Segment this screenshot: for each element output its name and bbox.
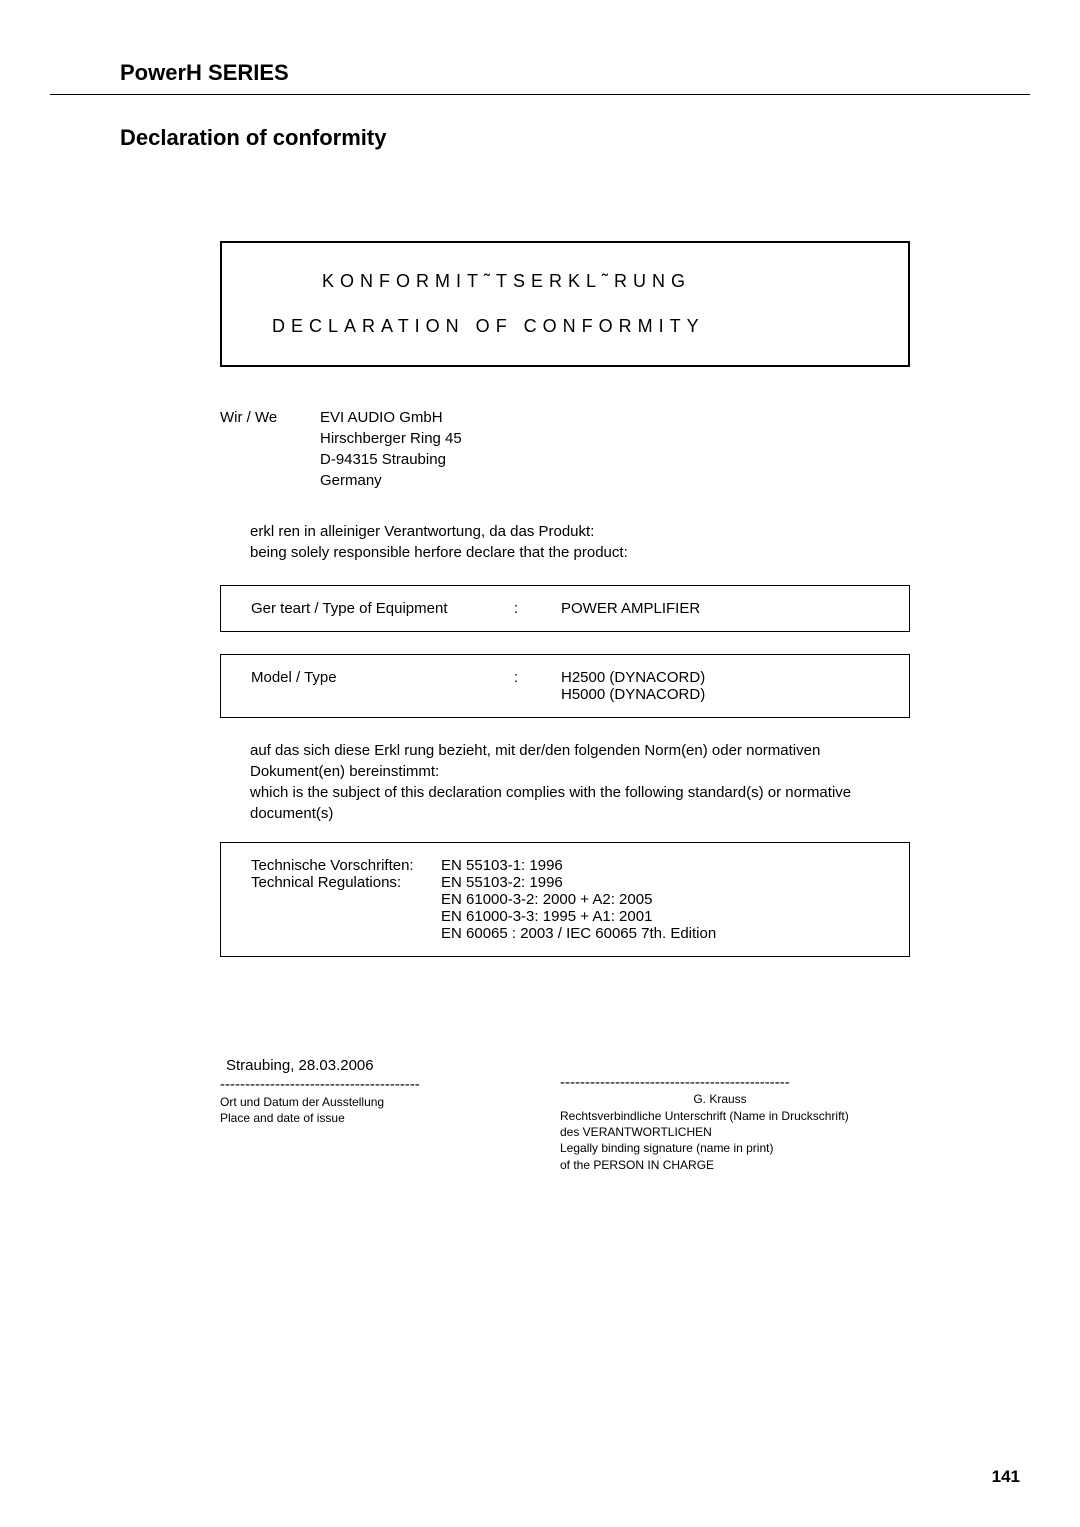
declare-block: erkl ren in alleiniger Verantwortung, da… xyxy=(250,521,910,563)
divider xyxy=(50,94,1030,95)
series-title: PowerH SERIES xyxy=(120,60,1030,86)
title-box-line-en: DECLARATION OF CONFORMITY xyxy=(272,316,888,337)
company-name: EVI AUDIO GmbH xyxy=(320,407,910,428)
place-label-en: Place and date of issue xyxy=(220,1110,500,1126)
tech-label-en: Technical Regulations: xyxy=(251,874,441,891)
sig-de-2: des VERANTWORTLICHEN xyxy=(560,1124,910,1140)
model-label: Model / Type xyxy=(251,669,501,686)
sig-de-1: Rechtsverbindliche Unterschrift (Name in… xyxy=(560,1108,910,1124)
company-label: Wir / We xyxy=(220,407,320,491)
equipment-value: POWER AMPLIFIER xyxy=(531,600,879,617)
tech-r5: EN 60065 : 2003 / IEC 60065 7th. Edition xyxy=(441,925,879,942)
title-box: KONFORMIT˜TSERKL˜RUNG DECLARATION OF CON… xyxy=(220,241,910,367)
title-box-line-de: KONFORMIT˜TSERKL˜RUNG xyxy=(322,271,888,292)
page-number: 141 xyxy=(992,1467,1020,1487)
tech-r2: EN 55103-2: 1996 xyxy=(441,874,879,891)
equipment-box: Ger teart / Type of Equipment : POWER AM… xyxy=(220,585,910,632)
tech-r1: EN 55103-1: 1996 xyxy=(441,857,879,874)
tech-label-de: Technische Vorschriften: xyxy=(251,857,441,874)
place-date: Straubing, 28.03.2006 xyxy=(226,1057,500,1074)
model-values: H2500 (DYNACORD) H5000 (DYNACORD) xyxy=(531,669,879,703)
dashes-right: ----------------------------------------… xyxy=(560,1074,910,1092)
sig-en-1: Legally binding signature (name in print… xyxy=(560,1140,910,1156)
equipment-label: Ger teart / Type of Equipment xyxy=(251,600,501,617)
tech-r4: EN 61000-3-3: 1995 + A1: 2001 xyxy=(441,908,879,925)
company-addr2: D-94315 Straubing xyxy=(320,449,910,470)
technical-box: Technische Vorschriften: Technical Regul… xyxy=(220,842,910,957)
company-addr1: Hirschberger Ring 45 xyxy=(320,428,910,449)
model-value-2: H5000 (DYNACORD) xyxy=(561,686,879,703)
declare-en: being solely responsible herfore declare… xyxy=(250,542,910,563)
equipment-colon: : xyxy=(501,600,531,617)
place-label-de: Ort und Datum der Ausstellung xyxy=(220,1094,500,1110)
company-addr3: Germany xyxy=(320,470,910,491)
sig-en-2: of the PERSON IN CHARGE xyxy=(560,1157,910,1173)
signature-left: Straubing, 28.03.2006 ------------------… xyxy=(220,1057,500,1173)
signature-area: Straubing, 28.03.2006 ------------------… xyxy=(220,1057,910,1173)
signature-right: ----------------------------------------… xyxy=(560,1057,910,1173)
model-value-1: H2500 (DYNACORD) xyxy=(561,669,879,686)
company-block: Wir / We EVI AUDIO GmbH Hirschberger Rin… xyxy=(220,407,910,491)
declare-de: erkl ren in alleiniger Verantwortung, da… xyxy=(250,521,910,542)
dashes-left: ---------------------------------------- xyxy=(220,1076,500,1094)
content: KONFORMIT˜TSERKL˜RUNG DECLARATION OF CON… xyxy=(220,241,910,1173)
subject-de: auf das sich diese Erkl rung bezieht, mi… xyxy=(250,740,910,782)
tech-labels: Technische Vorschriften: Technical Regul… xyxy=(251,857,441,891)
tech-regulations: EN 55103-1: 1996 EN 55103-2: 1996 EN 610… xyxy=(441,857,879,942)
signatory-name: G. Krauss xyxy=(530,1092,910,1106)
subject-block: auf das sich diese Erkl rung bezieht, mi… xyxy=(250,740,910,824)
model-box: Model / Type : H2500 (DYNACORD) H5000 (D… xyxy=(220,654,910,718)
section-title: Declaration of conformity xyxy=(120,125,1030,151)
subject-en: which is the subject of this declaration… xyxy=(250,782,910,824)
page: PowerH SERIES Declaration of conformity … xyxy=(0,0,1080,1213)
company-address: EVI AUDIO GmbH Hirschberger Ring 45 D-94… xyxy=(320,407,910,491)
tech-r3: EN 61000-3-2: 2000 + A2: 2005 xyxy=(441,891,879,908)
model-colon: : xyxy=(501,669,531,686)
